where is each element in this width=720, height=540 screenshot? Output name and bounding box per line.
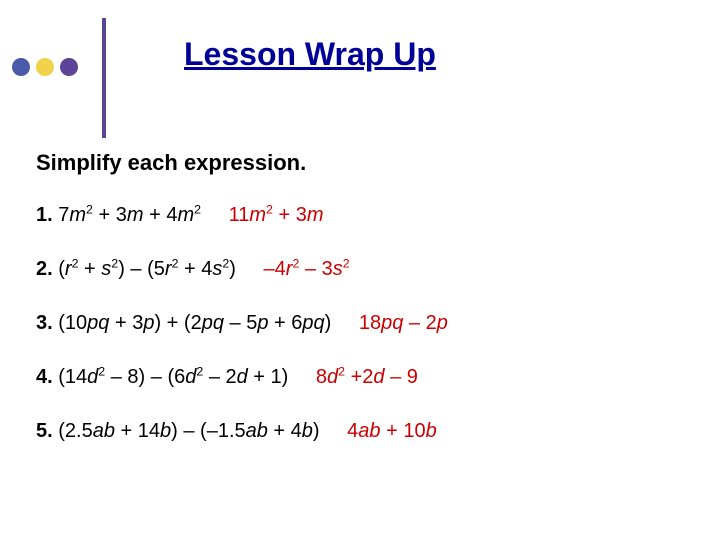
problem-number: 3.: [36, 312, 53, 334]
problem-number: 2.: [36, 258, 53, 280]
problem-answer: –4r2 – 3s2: [264, 254, 350, 284]
bullet-dot-3: [60, 58, 78, 76]
slide-content: Simplify each expression. 1. 7m2 + 3m + …: [36, 150, 684, 470]
slide: Lesson Wrap Up Simplify each expression.…: [0, 0, 720, 540]
problem-number: 5.: [36, 420, 53, 442]
problem-row-5: 5. (2.5ab + 14b) – (–1.5ab + 4b) 4ab + 1…: [36, 416, 684, 446]
problem-expression: 7m2 + 3m + 4m2: [58, 204, 201, 226]
problem-answer: 4ab + 10b: [347, 416, 437, 446]
problem-answer: 8d2 +2d – 9: [316, 362, 418, 392]
title-bullets: [12, 58, 78, 76]
bullet-dot-2: [36, 58, 54, 76]
problem-number: 4.: [36, 366, 53, 388]
problem-expression: (r2 + s2) – (5r2 + 4s2): [58, 258, 236, 280]
problem-number: 1.: [36, 204, 53, 226]
problem-row-4: 4. (14d2 – 8) – (6d2 – 2d + 1) 8d2 +2d –…: [36, 362, 684, 392]
problem-row-1: 1. 7m2 + 3m + 4m2 11m2 + 3m: [36, 200, 684, 230]
problem-expression: (14d2 – 8) – (6d2 – 2d + 1): [58, 366, 288, 388]
problem-answer: 18pq – 2p: [359, 308, 448, 338]
instruction-text: Simplify each expression.: [36, 150, 684, 176]
problem-expression: (2.5ab + 14b) – (–1.5ab + 4b): [58, 420, 319, 442]
problem-row-3: 3. (10pq + 3p) + (2pq – 5p + 6pq) 18pq –…: [36, 308, 684, 338]
problem-answer: 11m2 + 3m: [229, 200, 324, 230]
title-divider: [102, 18, 106, 138]
problem-expression: (10pq + 3p) + (2pq – 5p + 6pq): [58, 312, 331, 334]
bullet-dot-1: [12, 58, 30, 76]
slide-title: Lesson Wrap Up: [184, 36, 436, 73]
problem-row-2: 2. (r2 + s2) – (5r2 + 4s2) –4r2 – 3s2: [36, 254, 684, 284]
